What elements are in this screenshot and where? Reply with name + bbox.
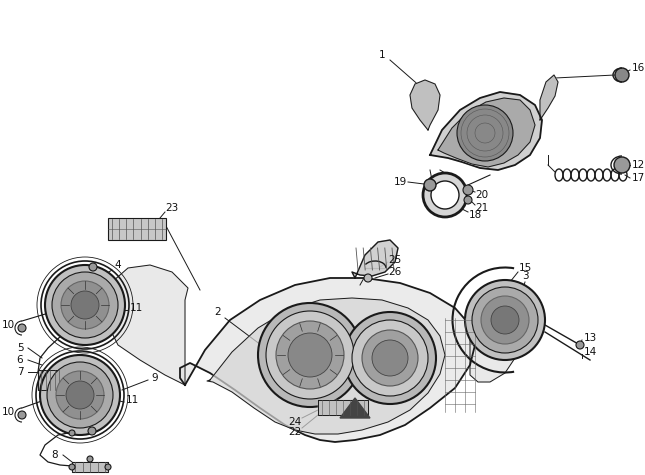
Circle shape [288,333,332,377]
Text: 13: 13 [583,333,597,343]
Circle shape [424,179,436,191]
Circle shape [45,265,125,345]
Circle shape [71,291,99,319]
Circle shape [52,272,118,338]
FancyBboxPatch shape [108,218,166,240]
Circle shape [372,340,408,376]
Text: 25: 25 [388,255,402,265]
Circle shape [362,330,418,386]
Circle shape [266,311,354,399]
Circle shape [364,274,372,282]
Polygon shape [410,80,440,130]
Circle shape [61,281,109,329]
Circle shape [69,464,75,470]
Text: 21: 21 [475,203,489,213]
Polygon shape [430,92,542,170]
Circle shape [481,296,529,344]
Circle shape [344,312,436,404]
Circle shape [66,381,94,409]
Circle shape [463,185,473,195]
Circle shape [576,341,584,349]
Polygon shape [352,240,398,278]
Text: 14: 14 [583,347,597,357]
Circle shape [105,464,111,470]
Circle shape [614,157,630,173]
Circle shape [18,411,26,419]
Circle shape [87,456,93,462]
Text: 26: 26 [388,267,402,277]
Circle shape [88,427,96,435]
Text: 11: 11 [125,395,139,405]
Circle shape [40,355,120,435]
Polygon shape [540,75,558,120]
Circle shape [352,320,428,396]
Circle shape [457,105,513,161]
Text: 4: 4 [115,260,121,270]
Polygon shape [72,462,108,472]
Text: 18: 18 [468,210,482,220]
Text: 6: 6 [17,355,23,365]
Polygon shape [318,400,368,415]
Circle shape [615,68,629,82]
Polygon shape [207,298,445,434]
Polygon shape [438,98,535,167]
Text: 20: 20 [475,190,488,200]
Text: 11: 11 [130,303,143,313]
Text: 17: 17 [631,173,644,183]
Polygon shape [38,370,62,390]
Circle shape [258,303,362,407]
Circle shape [423,173,467,217]
Circle shape [276,321,344,389]
Text: 19: 19 [393,177,406,187]
Circle shape [464,196,472,204]
Text: 22: 22 [288,427,302,437]
Text: 9: 9 [152,373,158,383]
Circle shape [491,306,519,334]
Circle shape [47,362,113,428]
Circle shape [472,287,538,353]
Circle shape [431,181,459,209]
Text: 8: 8 [52,450,58,460]
Text: 1: 1 [379,50,385,60]
Circle shape [18,324,26,332]
Polygon shape [105,265,188,385]
Polygon shape [470,318,518,382]
Polygon shape [340,398,370,418]
Circle shape [69,430,75,436]
Text: 10: 10 [1,320,15,330]
Circle shape [56,371,104,419]
Text: 5: 5 [17,343,23,353]
Text: 7: 7 [17,367,23,377]
Polygon shape [180,278,475,442]
Circle shape [89,263,97,271]
Text: 2: 2 [215,307,221,317]
Text: 10: 10 [1,407,15,417]
Circle shape [465,280,545,360]
Text: 23: 23 [165,203,179,213]
Text: 3: 3 [522,271,528,281]
Text: 16: 16 [631,63,644,73]
Text: 12: 12 [631,160,644,170]
Text: 15: 15 [519,263,531,273]
Text: 24: 24 [288,417,302,427]
